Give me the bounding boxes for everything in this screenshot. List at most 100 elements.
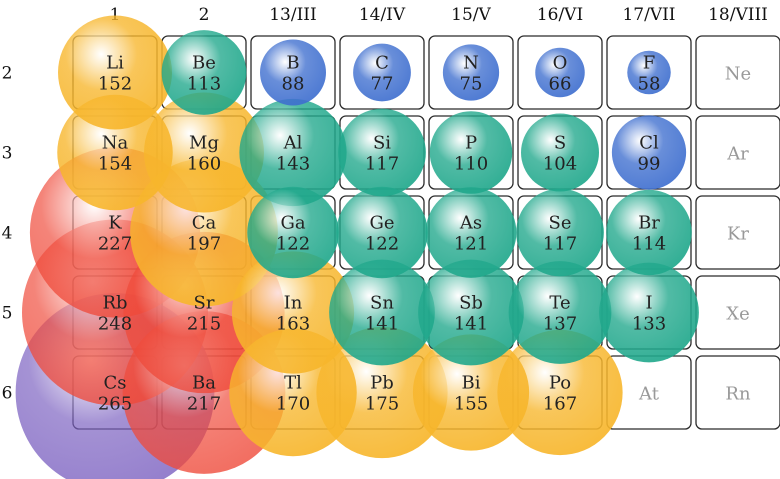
element-symbol-unsized: Ar [726,144,749,165]
atom-sphere-sn [329,259,435,366]
element-symbol: S [554,133,566,154]
atom-sphere-po [497,329,623,456]
atomic-radius-value: 152 [98,74,132,95]
atom-sphere-ge [336,186,428,279]
element-symbol: Tl [284,373,302,394]
period-label: 2 [2,64,13,84]
group-header: 2 [199,5,210,25]
atom-sphere-br [606,189,692,276]
atom-sphere-mg [144,92,264,213]
atomic-radius-value: 58 [638,74,661,95]
atom-sphere-n [442,44,500,101]
element-symbol: N [463,53,479,74]
group-header: 15/V [451,5,491,25]
element-symbol: I [645,293,652,314]
element-symbol: Ge [369,213,394,234]
atomic-radius-value: 75 [460,74,483,95]
element-symbol: Cs [103,373,126,394]
group-header: 18/VIII [708,5,768,25]
atom-sphere-s [521,113,599,192]
group-header: 1 [110,5,121,25]
atomic-radius-value: 167 [543,394,577,415]
atomic-radius-value: 113 [187,74,221,95]
atomic-radius-value: 155 [454,394,488,415]
element-symbol: O [553,53,568,74]
atom-sphere-te [508,261,612,364]
atom-sphere-se [516,188,604,277]
element-symbol-unsized: Ne [725,64,751,85]
atomic-radius-value: 265 [98,394,132,415]
element-symbol: Se [549,213,572,234]
element-symbol: Br [638,213,660,234]
element-symbol: Be [192,53,216,74]
atomic-radius-value: 137 [543,314,577,335]
atomic-radius-value: 77 [371,74,394,95]
element-symbol: Sb [459,293,483,314]
atomic-radius-value: 175 [365,394,399,415]
element-symbol: As [459,213,482,234]
atom-sphere-pb [316,326,448,459]
element-symbol: Li [106,53,124,74]
element-symbol: Si [373,133,391,154]
atom-sphere-i [599,262,699,363]
period-labels: 2 3 4 5 6 [2,64,13,404]
atom-sphere-ga [247,186,339,279]
element-symbol: Sr [194,293,215,314]
element-symbol: C [375,53,389,74]
atomic-radius-value: 170 [276,394,310,415]
atomic-radius-value: 227 [98,234,132,255]
element-symbol-unsized: Kr [727,224,749,245]
atomic-radius-value: 122 [365,234,399,255]
atomic-radius-value: 217 [187,394,221,415]
period-label: 4 [2,224,13,244]
element-cell-box [695,115,780,190]
atom-sphere-sb [418,259,524,366]
element-symbol: P [465,133,477,154]
atom-sphere-p [429,111,513,194]
atom-sphere-li [58,15,172,130]
atomic-radius-value: 117 [543,234,577,255]
atomic-radius-value: 110 [454,154,488,175]
element-symbol: Ca [192,213,217,234]
element-symbol: Na [102,133,129,154]
element-symbol: In [284,293,303,314]
element-symbol: Ba [192,373,216,394]
atom-sphere-be [161,30,247,115]
element-symbol: Al [283,133,303,154]
atomic-radius-value: 99 [638,154,661,175]
atomic-radius-value: 117 [365,154,399,175]
atom-sphere-in [231,251,355,374]
atomic-radius-value: 215 [187,314,221,335]
group-headers: 1 2 13/III 14/IV 15/V 16/VI 17/VII 18/VIII [110,5,768,25]
element-symbol: Pb [370,373,394,394]
atomic-radius-value: 133 [632,314,666,335]
element-cell-box [695,35,780,110]
atomic-radius-value: 141 [365,314,399,335]
element-symbol-unsized: Rn [725,384,751,405]
period-label: 6 [2,384,13,404]
element-cell-box [695,195,780,270]
period-label: 5 [2,304,13,324]
element-symbol-unsized: At [638,384,660,405]
atomic-radius-value: 104 [543,154,577,175]
atomic-radius-value: 88 [282,74,305,95]
element-symbol: Mg [189,133,219,154]
atom-sphere-si [338,108,426,197]
period-label: 3 [2,144,13,164]
atom-sphere-c [353,43,411,102]
atom-sphere-bi [412,334,530,451]
atomic-radius-value: 121 [454,234,488,255]
element-symbol: F [643,53,656,74]
group-header: 13/III [269,5,317,25]
atomic-radius-value: 122 [276,234,310,255]
atomic-radius-value: 66 [549,74,572,95]
element-symbol: B [286,53,299,74]
atomic-radius-value: 163 [276,314,310,335]
element-symbol: Te [549,293,570,314]
atomic-radius-value: 114 [632,234,666,255]
atom-sphere-na [57,94,173,211]
element-symbol-unsized: Xe [726,304,749,325]
